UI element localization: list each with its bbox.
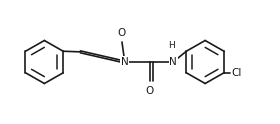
Text: N: N <box>121 57 129 67</box>
Text: O: O <box>146 86 154 96</box>
Text: N: N <box>169 57 177 67</box>
Text: Cl: Cl <box>232 68 242 78</box>
Text: H: H <box>168 41 174 50</box>
Text: O: O <box>118 28 126 38</box>
